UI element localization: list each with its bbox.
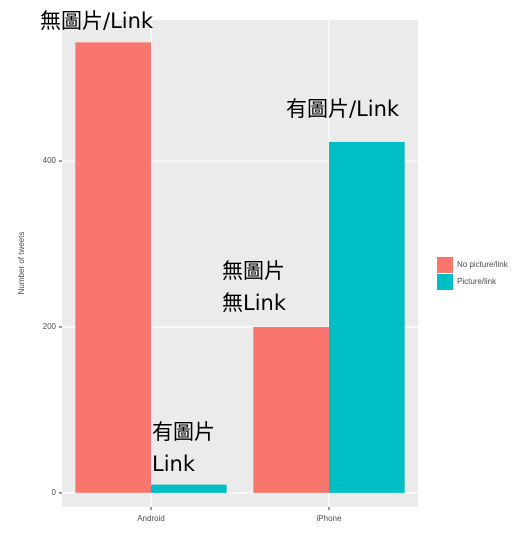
annotation: 有圖片/Link bbox=[286, 97, 400, 121]
y-tick-label: 0 bbox=[52, 488, 57, 497]
x-tick-label: iPhone bbox=[317, 514, 342, 523]
y-tick-label: 400 bbox=[43, 156, 57, 165]
legend-swatch bbox=[437, 257, 453, 273]
annotation: 無圖片 bbox=[222, 259, 285, 283]
legend-label: No picture/link bbox=[457, 260, 509, 269]
annotation: 有圖片 bbox=[152, 420, 215, 444]
bar bbox=[253, 326, 329, 493]
bar bbox=[329, 141, 405, 493]
x-tick-label: Android bbox=[137, 514, 165, 523]
bar bbox=[151, 484, 227, 493]
y-tick-label: 200 bbox=[43, 322, 57, 331]
annotation: Link bbox=[152, 452, 196, 476]
annotation: 無圖片/Link bbox=[40, 9, 154, 33]
y-axis-title: Number of tweets bbox=[17, 232, 26, 295]
legend-label: Picture/link bbox=[457, 277, 497, 286]
annotation: 無Link bbox=[222, 291, 287, 315]
legend-swatch bbox=[437, 274, 453, 290]
bar bbox=[75, 42, 151, 493]
